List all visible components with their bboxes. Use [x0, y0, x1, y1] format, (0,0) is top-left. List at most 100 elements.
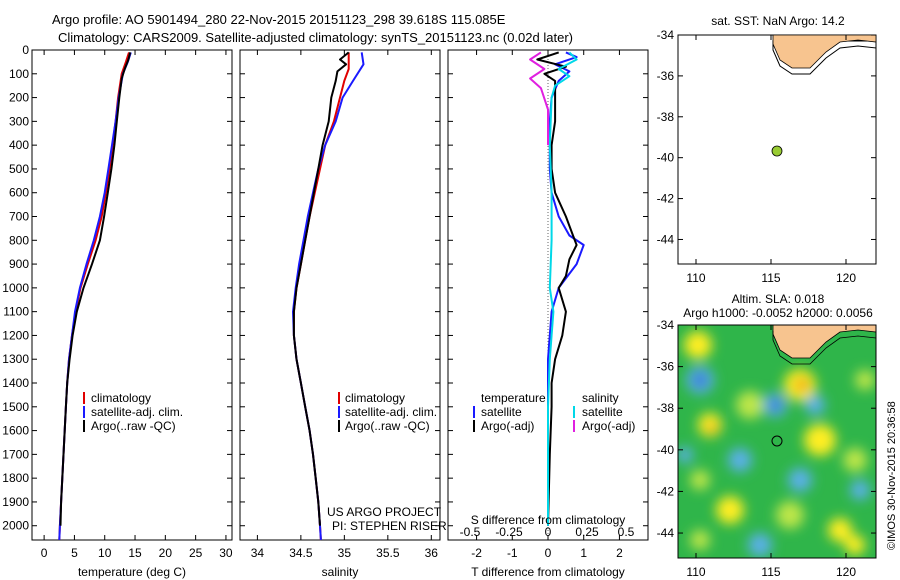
salinity-xticks: 34 34.5 35 35.5 36: [251, 50, 439, 560]
sla-anomaly-blob: [845, 535, 865, 555]
depth-tick-label: 1800: [2, 471, 29, 485]
lat-tick-label: -40: [657, 443, 675, 457]
series-line-2: [292, 51, 350, 526]
difference-legend: temperature satellite Argo(-adj) salinit…: [473, 391, 635, 433]
figure-title-line1: Argo profile: AO 5901494_280 22-Nov-2015…: [52, 12, 506, 27]
x-tick-label: 0: [545, 546, 552, 560]
x-tick-label: 1: [580, 546, 587, 560]
profiles-chart: 0100200300400500600700800900100011001200…: [2, 43, 649, 579]
figure-title-line2: Climatology: CARS2009. Satellite-adjuste…: [58, 30, 573, 45]
lon-tick-label: 120: [836, 565, 856, 579]
sla-anomaly-blob: [855, 370, 875, 390]
x-tick-label: -1: [507, 546, 518, 560]
legend-title-salinity: salinity: [582, 391, 619, 405]
legend-title-temperature: temperature: [481, 391, 546, 405]
salinity-panel: [239, 49, 441, 541]
depth-tick-label: 1200: [2, 328, 29, 342]
lat-tick-label: -36: [657, 69, 675, 83]
x-tick-label: 35: [338, 546, 352, 560]
argo-float-marker: [771, 435, 783, 447]
depth-tick-label: 400: [9, 138, 29, 152]
sla-map-title-line1: Altim. SLA: 0.018: [731, 292, 825, 306]
coastline-outline: [772, 40, 877, 75]
sla-field: [678, 331, 875, 557]
sla-map-axes: -34 -36 -38 -40 -42 -44 110 115 120: [657, 320, 876, 579]
legend-item-satellite: satellite-adj. clim.: [91, 405, 183, 419]
lat-tick-label: -38: [657, 401, 675, 415]
salinity-legend: climatology satellite-adj. clim. Argo(..…: [338, 391, 437, 433]
sla-anomaly-blob: [693, 373, 707, 387]
series-line-0: [58, 52, 130, 541]
series-line-1: [536, 51, 578, 526]
x-tick-label: 34: [251, 546, 265, 560]
depth-tick-label: 900: [9, 257, 29, 271]
temperature-lines: [58, 52, 132, 541]
depth-tick-label: 1400: [2, 376, 29, 390]
sla-anomaly-blob: [795, 378, 809, 392]
legend-item-argo: Argo(..raw -QC): [91, 419, 176, 433]
lon-tick-label: 110: [686, 271, 705, 285]
salinity-xlabel: salinity: [322, 565, 359, 579]
series-line-2: [547, 51, 578, 526]
argo-float-marker: [771, 145, 783, 157]
legend-item-climatology: climatology: [345, 391, 405, 405]
difference-xlabel: T difference from climatology: [471, 565, 625, 579]
sla-map-title-line2: Argo h1000: -0.0052 h2000: 0.0056: [683, 306, 873, 320]
series-line-2: [59, 52, 132, 526]
x-tick-label: 34.5: [289, 546, 313, 560]
depth-tick-label: 2000: [2, 519, 29, 533]
x-tick-label: 10: [98, 546, 112, 560]
legend-item-t-satellite: satellite: [481, 405, 522, 419]
lon-tick-label: 115: [761, 271, 780, 285]
sla-map-frame: [677, 324, 877, 559]
sla-anomaly-blob: [776, 501, 804, 529]
lat-tick-label: -42: [657, 192, 675, 206]
sla-anomaly-blob: [850, 480, 870, 500]
lat-tick-label: -34: [657, 30, 675, 42]
salinity-lines: [292, 51, 365, 541]
series-line-3: [529, 51, 549, 146]
sla-anomaly-blob: [843, 448, 867, 472]
sla-anomaly-blob: [736, 391, 764, 419]
sla-anomaly-blob: [707, 423, 717, 433]
x-tick-label-top: 0.25: [575, 525, 599, 539]
sla-anomaly-blob: [804, 424, 836, 456]
legend-item-satellite: satellite-adj. clim.: [345, 405, 437, 419]
difference-lines: [529, 51, 585, 526]
x-tick-label: 35.5: [376, 546, 400, 560]
sla-anomaly-blob: [805, 395, 825, 415]
lat-tick-label: -40: [657, 151, 675, 165]
credit-project: US ARGO PROJECT: [327, 505, 442, 519]
x-tick-label: 0: [41, 546, 48, 560]
legend-item-climatology: climatology: [91, 391, 151, 405]
lat-tick-label: -36: [657, 360, 675, 374]
x-tick-label: 20: [159, 546, 173, 560]
x-tick-label-top: 0: [545, 525, 552, 539]
depth-tick-label: 1300: [2, 352, 29, 366]
lon-tick-label: 120: [836, 271, 856, 285]
sla-anomaly-blob: [828, 518, 852, 542]
depth-tick-label: 700: [9, 210, 29, 224]
temperature-panel: [31, 49, 233, 541]
temperature-legend: climatology satellite-adj. clim. Argo(..…: [83, 391, 183, 433]
depth-ticks: 0 100 200 300 400 500 600 700 800 900 1000 1100 1200…: [2, 43, 648, 533]
lon-tick-label: 115: [761, 565, 780, 579]
sla-anomaly-blob: [678, 447, 693, 463]
x-tick-label: 36: [425, 546, 439, 560]
sst-map-title: sat. SST: NaN Argo: 14.2: [711, 14, 845, 28]
depth-tick-label: 600: [9, 186, 29, 200]
sla-map: -34 -36 -38 -40 -42 -44 110 115 120: [657, 320, 877, 579]
series-line-0: [292, 52, 350, 541]
depth-tick-label: 1700: [2, 447, 29, 461]
x-tick-label-top: 0.5: [618, 525, 635, 539]
series-line-1: [58, 52, 132, 541]
temperature-xticks: 0 5 10 15 20 25 30: [41, 50, 233, 560]
depth-tick-label: 1100: [3, 305, 29, 319]
depth-tick-label: 0: [22, 43, 29, 57]
x-tick-label-top: -0.25: [495, 525, 523, 539]
temperature-xlabel: temperature (deg C): [78, 565, 186, 579]
difference-xticks: -2 -1 0 1 2 -0.5 -0.25 0 0.25 0.5: [460, 50, 635, 560]
contour-line: [772, 331, 877, 365]
sst-map: -34 -36 -38 -40 -42 -44 110 115 120: [657, 30, 877, 285]
